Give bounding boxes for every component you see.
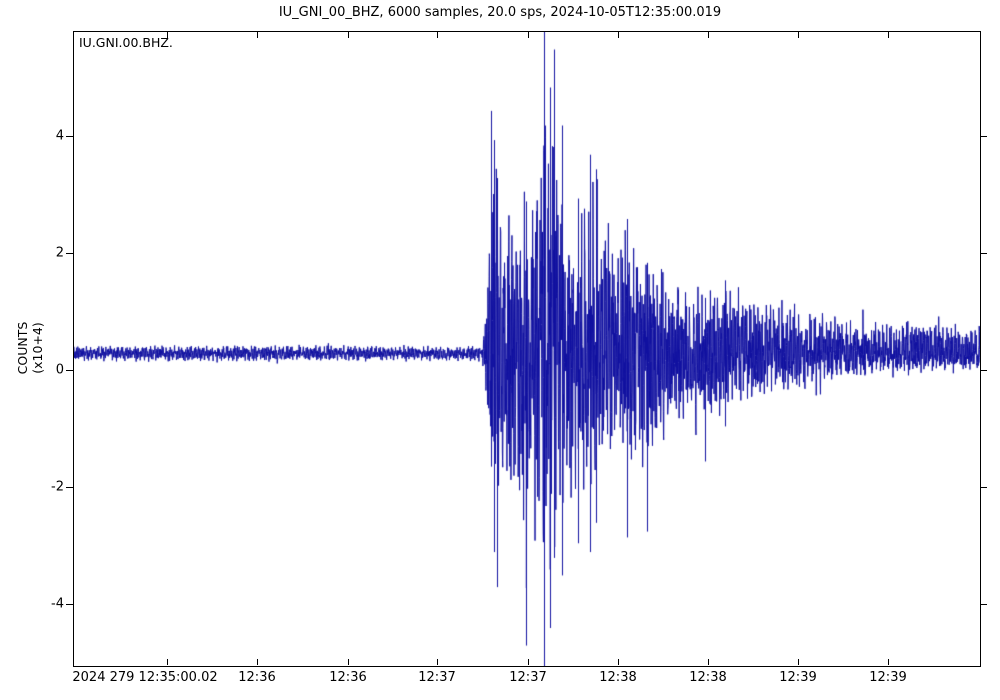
x-tick-top <box>167 32 168 38</box>
x-tick-top <box>618 32 619 38</box>
x-tick <box>437 659 438 665</box>
y-tick-right <box>980 253 987 254</box>
x-tick-label: 12:38 <box>689 670 727 685</box>
x-tick <box>618 659 619 665</box>
y-tick <box>66 370 73 371</box>
y-axis-label-units: COUNTS <box>15 321 30 375</box>
x-tick-top <box>437 32 438 38</box>
x-tick-label: 12:39 <box>779 670 817 685</box>
y-axis-label: COUNTS (x10+4) <box>15 322 45 375</box>
x-tick-top <box>257 32 258 38</box>
y-tick <box>66 253 73 254</box>
x-tick <box>798 659 799 665</box>
y-tick <box>66 604 73 605</box>
y-tick-right <box>980 487 987 488</box>
y-tick-label: -4 <box>51 596 64 612</box>
y-tick-right <box>980 604 987 605</box>
x-tick-top <box>888 32 889 38</box>
y-tick <box>66 487 73 488</box>
x-tick-label: 12:38 <box>599 670 637 685</box>
x-tick <box>528 659 529 665</box>
y-tick-label: -2 <box>51 479 64 495</box>
y-tick <box>66 136 73 137</box>
x-tick <box>348 659 349 665</box>
x-tick <box>708 659 709 665</box>
y-tick-right <box>980 370 987 371</box>
x-tick-label: 2024 279 12:35:00.02 <box>72 670 218 685</box>
x-tick <box>257 659 258 665</box>
waveform-canvas <box>74 32 980 666</box>
x-tick <box>888 659 889 665</box>
x-tick-top <box>348 32 349 38</box>
x-tick-top <box>708 32 709 38</box>
x-tick-top <box>528 32 529 38</box>
figure-title: IU_GNI_00_BHZ, 6000 samples, 20.0 sps, 2… <box>278 5 722 20</box>
y-tick-right <box>980 136 987 137</box>
plot-area: IU.GNI.00.BHZ. <box>73 31 981 667</box>
x-tick-label: 12:37 <box>418 670 456 685</box>
x-tick-label: 12:37 <box>509 670 547 685</box>
y-axis-label-scale: (x10+4) <box>30 322 45 374</box>
x-tick-top <box>798 32 799 38</box>
x-tick-label: 12:36 <box>238 670 276 685</box>
y-tick-label: 0 <box>55 362 64 378</box>
y-tick-label: 2 <box>55 245 64 261</box>
x-tick <box>167 659 168 665</box>
x-tick-label: 12:39 <box>869 670 907 685</box>
x-tick-label: 12:36 <box>329 670 367 685</box>
trace-id-label: IU.GNI.00.BHZ. <box>79 35 173 50</box>
y-tick-label: 4 <box>55 128 64 144</box>
